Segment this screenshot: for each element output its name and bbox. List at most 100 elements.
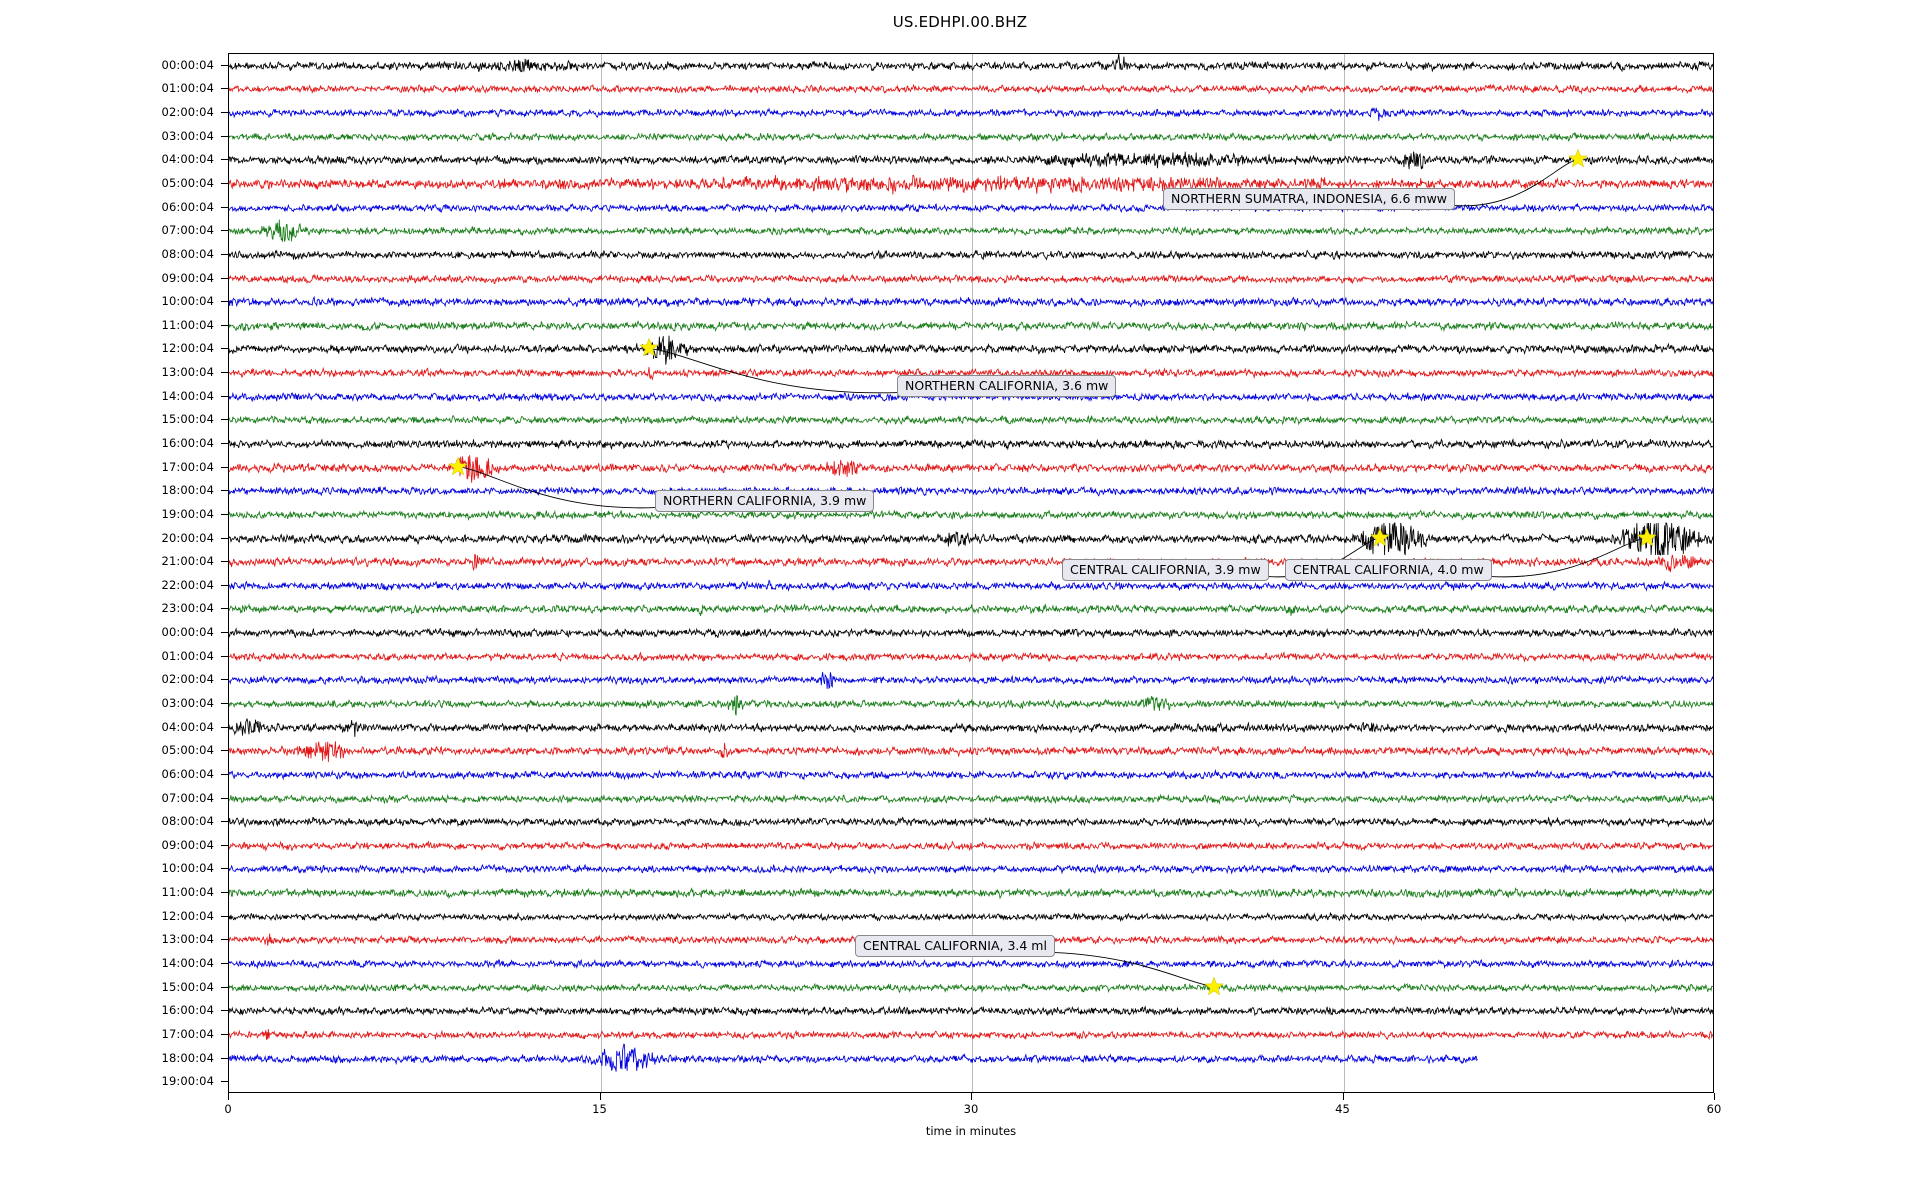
y-axis-tick-label: 19:00:04 [161, 1074, 214, 1089]
trace-row [229, 829, 1713, 863]
y-axis-tick-mark [221, 88, 228, 90]
event-annotation-label[interactable]: CENTRAL CALIFORNIA, 3.4 ml [855, 934, 1055, 958]
y-axis-tick-label: 21:00:04 [161, 554, 214, 569]
y-axis-tick-label: 04:00:04 [161, 719, 214, 734]
y-axis-tick-mark [221, 1057, 228, 1059]
y-axis-tick-label: 06:00:04 [161, 766, 214, 781]
y-axis-tick-mark [221, 750, 228, 752]
y-axis-tick-label: 13:00:04 [161, 365, 214, 380]
y-axis-tick-label: 18:00:04 [161, 1050, 214, 1065]
y-axis-tick-mark [221, 679, 228, 681]
y-axis-tick-mark [221, 419, 228, 421]
x-axis-tick-label: 15 [592, 1102, 607, 1116]
x-axis-tick-mark [1714, 1093, 1715, 1100]
trace-row [229, 687, 1713, 721]
y-axis-tick-label: 09:00:04 [161, 837, 214, 852]
trace-row [229, 380, 1713, 414]
y-axis-tick-label: 18:00:04 [161, 483, 214, 498]
y-axis-tick-mark [221, 253, 228, 255]
trace-row [229, 616, 1713, 650]
y-axis-tick-mark [221, 892, 228, 894]
y-axis-tick-mark [221, 821, 228, 823]
y-axis-tick-mark [221, 655, 228, 657]
trace-row [229, 852, 1713, 886]
trace-row [229, 947, 1713, 981]
y-axis-tick-label: 00:00:04 [161, 625, 214, 640]
trace-row [229, 711, 1713, 745]
trace-row [229, 262, 1713, 296]
trace-row [229, 876, 1713, 910]
event-annotation-label[interactable]: CENTRAL CALIFORNIA, 3.9 mw [1062, 558, 1269, 582]
y-axis-tick-label: 11:00:04 [161, 885, 214, 900]
y-axis-tick-mark [221, 1033, 228, 1035]
y-axis-tick-label: 05:00:04 [161, 176, 214, 190]
y-axis-tick-label: 15:00:04 [161, 979, 214, 994]
trace-row [229, 994, 1713, 1028]
event-annotation-label[interactable]: NORTHERN CALIFORNIA, 3.6 mw [897, 374, 1117, 398]
y-axis-tick-label: 06:00:04 [161, 199, 214, 214]
x-axis-tick-mark [1342, 1093, 1344, 1100]
y-axis-tick-label: 03:00:04 [161, 128, 214, 143]
y-axis-tick-label: 08:00:04 [161, 246, 214, 261]
y-axis-tick-label: 14:00:04 [161, 956, 214, 970]
y-axis-tick-mark [221, 443, 228, 444]
y-axis-tick-mark [221, 703, 228, 704]
trace-row [229, 663, 1713, 697]
y-axis-tick-mark [221, 301, 228, 303]
trace-row [229, 1042, 1713, 1076]
trace-row [229, 971, 1713, 1005]
event-annotation-label[interactable]: NORTHERN SUMATRA, INDONESIA, 6.6 mww [1163, 187, 1456, 211]
trace-row [229, 309, 1713, 343]
y-axis-tick-mark [221, 466, 228, 468]
trace-row [229, 143, 1713, 177]
y-axis-tick-mark [221, 915, 228, 917]
y-axis-tick-mark [221, 183, 228, 184]
y-axis-tick-label: 01:00:04 [161, 648, 214, 663]
y-axis-tick-label: 12:00:04 [161, 908, 214, 923]
y-axis-tick-mark [221, 797, 228, 799]
gridline-x-30 [972, 54, 973, 1092]
y-axis-tick-mark [221, 206, 228, 208]
trace-row [229, 332, 1713, 366]
trace-row [229, 96, 1713, 130]
event-annotation-label[interactable]: NORTHERN CALIFORNIA, 3.9 mw [655, 489, 875, 513]
y-axis-tick-mark [221, 372, 228, 374]
y-axis-tick-label: 05:00:04 [161, 743, 214, 758]
y-axis-tick-mark [221, 348, 228, 350]
trace-row [229, 592, 1713, 626]
y-axis-tick-mark [221, 537, 228, 539]
event-annotation-label[interactable]: CENTRAL CALIFORNIA, 4.0 mw [1285, 558, 1492, 582]
y-axis-tick-mark [221, 159, 228, 161]
trace-row [229, 54, 1713, 83]
y-axis-tick-mark [221, 324, 228, 326]
trace-row [229, 285, 1713, 319]
y-axis-tick-mark [221, 1081, 228, 1083]
trace-row [229, 498, 1713, 532]
y-axis-tick-mark [221, 230, 228, 232]
y-axis-tick-mark [221, 64, 228, 66]
y-axis-tick-mark [221, 513, 228, 515]
y-axis-tick-label: 02:00:04 [161, 105, 214, 120]
y-axis-tick-mark [221, 632, 228, 634]
x-axis-tick-label: 60 [1706, 1102, 1722, 1116]
y-axis-tick-mark [221, 1010, 228, 1012]
y-axis-tick-label: 09:00:04 [161, 270, 214, 285]
y-axis-tick-label: 10:00:04 [161, 861, 214, 876]
y-axis-tick-label: 15:00:04 [161, 412, 214, 427]
y-axis-tick-mark [221, 584, 228, 586]
y-axis-tick-mark [221, 868, 228, 870]
trace-row [229, 1018, 1713, 1052]
y-axis-tick-label: 23:00:04 [161, 601, 214, 616]
trace-row [229, 214, 1713, 248]
trace-row [229, 72, 1713, 106]
y-axis-tick-mark [221, 490, 228, 492]
trace-row [229, 1065, 1713, 1092]
trace-row [229, 522, 1713, 556]
y-axis-tick-label: 12:00:04 [161, 341, 214, 356]
x-axis-tick-mark [599, 1093, 601, 1100]
y-axis-tick-mark [221, 608, 228, 610]
trace-row [229, 120, 1713, 154]
y-axis-tick-label: 17:00:04 [161, 1026, 214, 1041]
